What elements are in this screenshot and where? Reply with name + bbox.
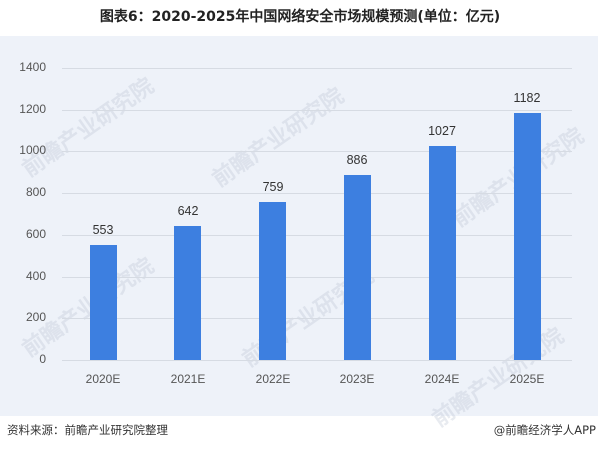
x-axis-tick-label: 2020E [85,372,121,386]
gridline [62,277,572,278]
y-axis-tick-label: 200 [25,310,46,324]
y-axis-tick-label: 600 [25,227,46,241]
x-axis-tick-label: 2021E [170,372,206,386]
y-axis-tick-label: 400 [25,269,46,283]
data-label: 1027 [428,124,456,138]
gridline [62,68,572,69]
data-label: 886 [346,153,368,167]
x-axis-tick-label: 2024E [424,372,460,386]
gridline [62,235,572,236]
gridline [62,110,572,111]
gridline [62,318,572,319]
chart-title: 图表6：2020-2025年中国网络安全市场规模预测(单位：亿元) [99,9,501,25]
source-note: 资料来源：前瞻产业研究院整理 [7,423,168,437]
data-label: 1182 [513,91,541,105]
bar-2023E [344,175,371,360]
y-axis-tick-label: 1400 [19,60,46,74]
bar-2024E [429,146,456,360]
gridline [62,360,572,361]
x-axis-tick-label: 2023E [339,372,375,386]
y-axis-tick-label: 1000 [19,143,46,157]
bar-2022E [259,202,286,360]
gridline [62,151,572,152]
x-axis-tick-label: 2022E [255,372,291,386]
data-label: 759 [262,180,284,194]
y-axis-tick-label: 800 [25,185,46,199]
gridline [62,193,572,194]
credit-note: @前瞻经济学人APP [493,423,596,437]
y-axis-tick-label: 0 [39,352,46,366]
bar-2020E [90,245,117,360]
bar-2025E [514,113,541,360]
x-axis-tick-label: 2025E [509,372,545,386]
bar-2021E [174,226,201,360]
y-axis-tick-label: 1200 [19,102,46,116]
data-label: 553 [92,223,114,237]
data-label: 642 [177,204,199,218]
